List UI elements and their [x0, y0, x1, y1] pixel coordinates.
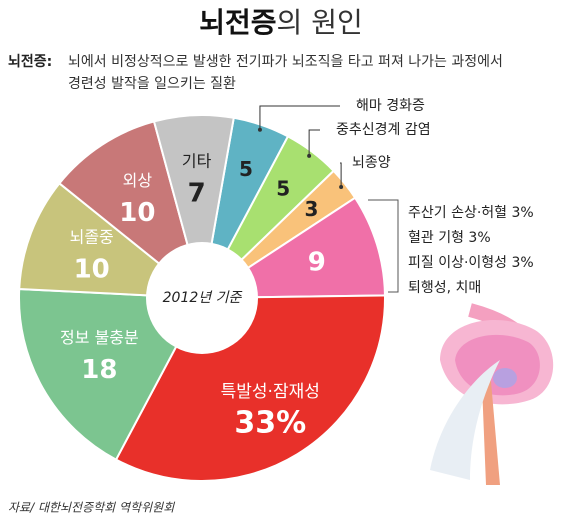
title-rest: 의 원인: [277, 6, 363, 39]
value-label: 33%: [234, 405, 306, 440]
category-label: 해마 경화증: [356, 98, 425, 114]
value-label: 9: [308, 247, 326, 277]
slice: [152, 114, 235, 299]
leader-line: [259, 105, 340, 130]
title-main: 뇌전증: [199, 6, 276, 39]
leader-line: [340, 162, 342, 187]
leader-dot: [307, 153, 312, 158]
source: 자료/ 대한뇌전증학회 역학위원회: [8, 501, 175, 515]
slice: [57, 120, 204, 301]
other-cause: 퇴행성, 치매: [408, 280, 481, 296]
value-label: 5: [276, 177, 290, 201]
brain-illustration: [430, 303, 554, 485]
value-label: 7: [188, 179, 206, 209]
leader-dot: [257, 127, 262, 132]
definition-label: 뇌전증:: [8, 53, 52, 70]
category-label: 기타: [182, 152, 212, 171]
donut-hole: [146, 242, 258, 354]
category-label: 중추신경계 감염: [336, 122, 431, 138]
other-cause: 혈관 기형 3%: [408, 230, 491, 246]
center-label: 2012년 기준: [163, 290, 243, 306]
brain-core: [493, 368, 517, 388]
head-outline: [430, 360, 500, 480]
bracket: [368, 199, 399, 293]
title: 뇌전증의 원인: [199, 6, 362, 39]
category-label: 특발성·잠재성: [221, 382, 320, 402]
brain-stem: [482, 370, 500, 485]
category-label: 뇌종양: [352, 155, 391, 171]
other-cause: 피질 이상·이형성 3%: [408, 255, 534, 271]
definition-line: 뇌에서 비정상적으로 발생한 전기파가 뇌조직을 타고 퍼져 나가는 과정에서: [68, 54, 503, 70]
category-label: 뇌졸중: [70, 228, 114, 247]
value-label: 3: [304, 197, 318, 221]
leader-line: [308, 129, 320, 156]
category-label: 외상: [123, 171, 153, 190]
value-label: 5: [239, 157, 253, 181]
category-label: 정보 불충분: [60, 328, 139, 347]
other-cause: 주산기 손상·허혈 3%: [408, 205, 534, 221]
value-label: 10: [119, 198, 155, 228]
value-label: 10: [74, 255, 110, 285]
slice: [18, 288, 204, 461]
definition-line: 경련성 발작을 일으키는 질환: [68, 76, 236, 92]
leader-dot: [339, 184, 344, 189]
value-label: 18: [81, 355, 117, 385]
